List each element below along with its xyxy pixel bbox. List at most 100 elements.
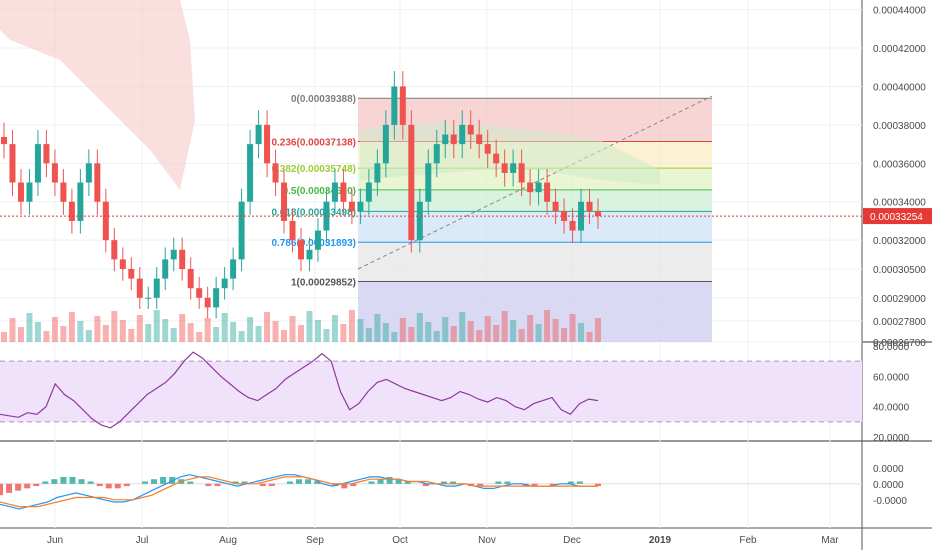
macd-histogram-bar [60, 476, 67, 484]
volume-bar [586, 332, 593, 342]
macd-histogram-bar [205, 483, 212, 487]
x-tick-label: Oct [392, 535, 408, 546]
fib-zone [358, 189, 712, 212]
volume-bar [51, 317, 58, 342]
volume-bar [102, 325, 109, 342]
volume-bar [399, 318, 406, 342]
volume-bar [459, 312, 466, 342]
macd-histogram-bar [96, 483, 103, 487]
volume-bar [408, 327, 415, 342]
y-tick-label: 0.00036000 [873, 159, 926, 170]
candle-body [391, 86, 398, 125]
candle-body [306, 249, 313, 260]
y-tick-label: 0.00030500 [873, 265, 926, 276]
candle-body [77, 182, 84, 221]
volume-bar [323, 329, 330, 342]
macd-histogram-bar [24, 483, 31, 489]
volume-bar [128, 329, 135, 342]
volume-bar [68, 312, 75, 342]
candle-body [119, 259, 126, 269]
macd-histogram-bar [33, 483, 40, 487]
candle-body [170, 249, 177, 260]
volume-bar [17, 327, 24, 342]
candle-body [493, 153, 500, 164]
x-tick-label: 2019 [649, 535, 672, 546]
x-tick-label: Aug [219, 535, 237, 546]
y-tick-label: 0.00038000 [873, 121, 926, 132]
x-tick-label: Nov [478, 535, 496, 546]
candle-body [136, 278, 143, 298]
volume-bar [518, 329, 525, 342]
macd-histogram-bar [549, 483, 556, 487]
macd-histogram-bar [114, 483, 121, 489]
volume-bar [493, 325, 500, 342]
candle-body [128, 268, 135, 279]
macd-histogram-bar [450, 481, 457, 484]
candle-body [298, 240, 304, 260]
macd-histogram-bar [151, 479, 158, 484]
volume-bar [34, 322, 41, 342]
y-tick-label: 0.00040000 [873, 82, 926, 93]
macd-y-tick-label: 0.0000 [873, 480, 904, 491]
y-tick-label: 0.00032000 [873, 236, 926, 247]
volume-bar [221, 313, 228, 342]
macd-histogram-bar [377, 479, 384, 484]
fib-level-label: 0.236(0.00037138) [271, 137, 356, 148]
candle-body [314, 230, 321, 250]
macd-histogram-bar [531, 483, 538, 487]
candle-body [221, 278, 228, 289]
x-tick-label: Jul [136, 535, 149, 546]
fib-level-label: 0.786(0.00031893) [271, 238, 356, 249]
volume-bar [527, 315, 534, 342]
volume-bar [450, 326, 457, 342]
candle-body [552, 201, 559, 212]
candle-body [323, 201, 330, 231]
macd-histogram-bar [69, 476, 76, 484]
macd-histogram-bar [6, 483, 13, 493]
volume-bars [1, 310, 601, 342]
candle-body [289, 220, 296, 241]
volume-bar [77, 321, 84, 342]
candle-body [416, 201, 423, 241]
fib-level-label: 0.618(0.00033498) [271, 207, 356, 218]
volume-bar [340, 324, 347, 342]
volume-bar [306, 311, 313, 342]
volume-bar [433, 331, 440, 342]
x-tick-label: Sep [306, 535, 324, 546]
macd-histogram-bar [42, 481, 49, 484]
candle-body [230, 259, 237, 279]
candle-body [94, 163, 101, 202]
candle-body [51, 163, 58, 183]
candles [1, 71, 601, 319]
candle-body [433, 144, 440, 164]
macd-histogram-bar [78, 479, 85, 484]
fib-level-label: 0.5(0.00034620) [283, 186, 356, 197]
volume-bar [382, 323, 389, 342]
macd-histogram-bar [305, 479, 312, 484]
volume-bar [204, 318, 211, 342]
macd-histogram-bar [214, 483, 221, 487]
macd-histogram-bar [567, 481, 574, 484]
candle-body [476, 134, 483, 145]
volume-bar [569, 314, 576, 342]
candle-body [399, 86, 406, 125]
macd-histogram-bar [395, 479, 402, 484]
volume-bar [425, 322, 432, 342]
volume-bar [391, 332, 398, 342]
macd-histogram-bar [296, 479, 302, 484]
volume-bar [153, 310, 160, 342]
macd-histogram-bar [422, 483, 429, 487]
volume-bar [365, 328, 372, 342]
y-tick-label: 0.00029000 [873, 294, 926, 305]
volume-bar [272, 321, 279, 342]
macd-histogram-bar [495, 481, 502, 484]
macd-histogram-bar [595, 483, 601, 487]
rsi-y-tick-label: 60.0000 [873, 372, 910, 383]
volume-bar [162, 319, 169, 342]
candle-body [467, 124, 474, 135]
candle-body [425, 163, 432, 202]
candle-body [518, 163, 525, 183]
candle-body [145, 297, 152, 299]
candle-body [535, 182, 542, 193]
